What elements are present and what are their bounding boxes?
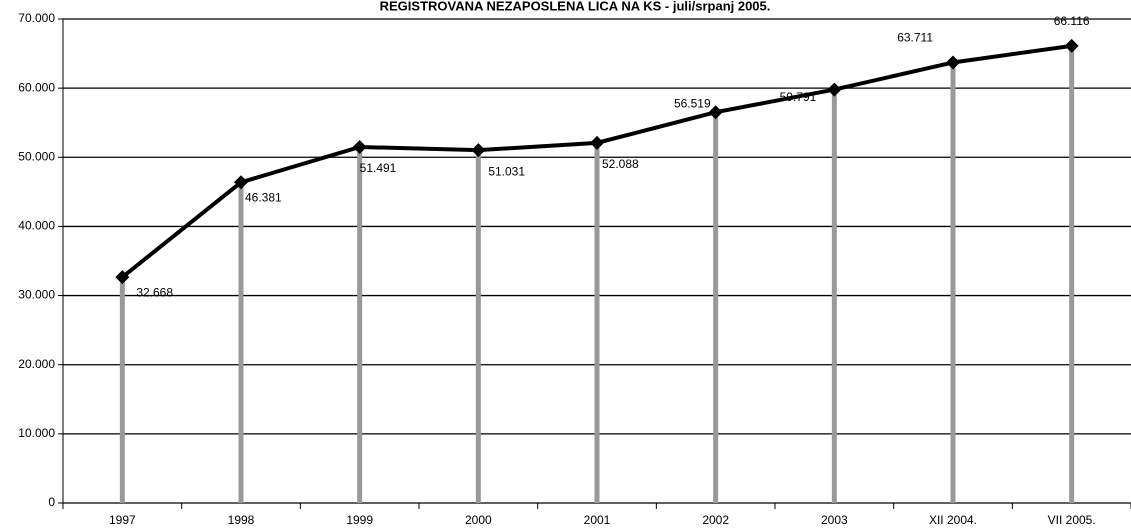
data-label: 63.711 [897,31,933,45]
data-label: 51.031 [488,164,525,178]
data-label: 46.381 [245,190,282,204]
x-tick-label: XII 2004. [929,513,977,527]
data-label: 51.491 [360,161,397,175]
x-tick-label: 2003 [821,513,848,527]
y-tick-label: 20.000 [18,357,55,371]
marker [827,82,842,97]
marker [352,139,367,154]
y-tick-label: 60.000 [18,80,55,94]
data-label: 32.668 [136,285,173,299]
marker [1064,38,1079,53]
marker [471,143,486,158]
marker [708,105,723,120]
marker [946,55,960,70]
y-tick-label: 10.000 [18,426,55,440]
marker [590,135,604,150]
chart-title: REGISTROVANA NEZAPOSLENA LICA NA KS - ju… [380,0,771,13]
x-tick-label: 2002 [702,513,729,527]
y-tick-label: 40.000 [18,219,55,233]
x-tick-label: 1999 [346,513,373,527]
marker [234,175,248,190]
data-label: 52.088 [602,157,639,171]
y-tick-label: 30.000 [18,288,55,302]
data-label: 66.116 [1054,14,1090,28]
y-tick-label: 50.000 [18,149,55,163]
data-label: 56.519 [674,96,711,110]
x-tick-label: VII 2005. [1048,513,1096,527]
x-tick-label: 2000 [465,513,492,527]
y-tick-label: 0 [48,495,55,509]
marker [115,270,130,285]
x-tick-label: 2001 [584,513,611,527]
x-tick-label: 1997 [109,513,136,527]
x-tick-label: 1998 [228,513,255,527]
y-tick-label: 70.000 [18,11,55,25]
data-label: 59.791 [780,90,817,104]
